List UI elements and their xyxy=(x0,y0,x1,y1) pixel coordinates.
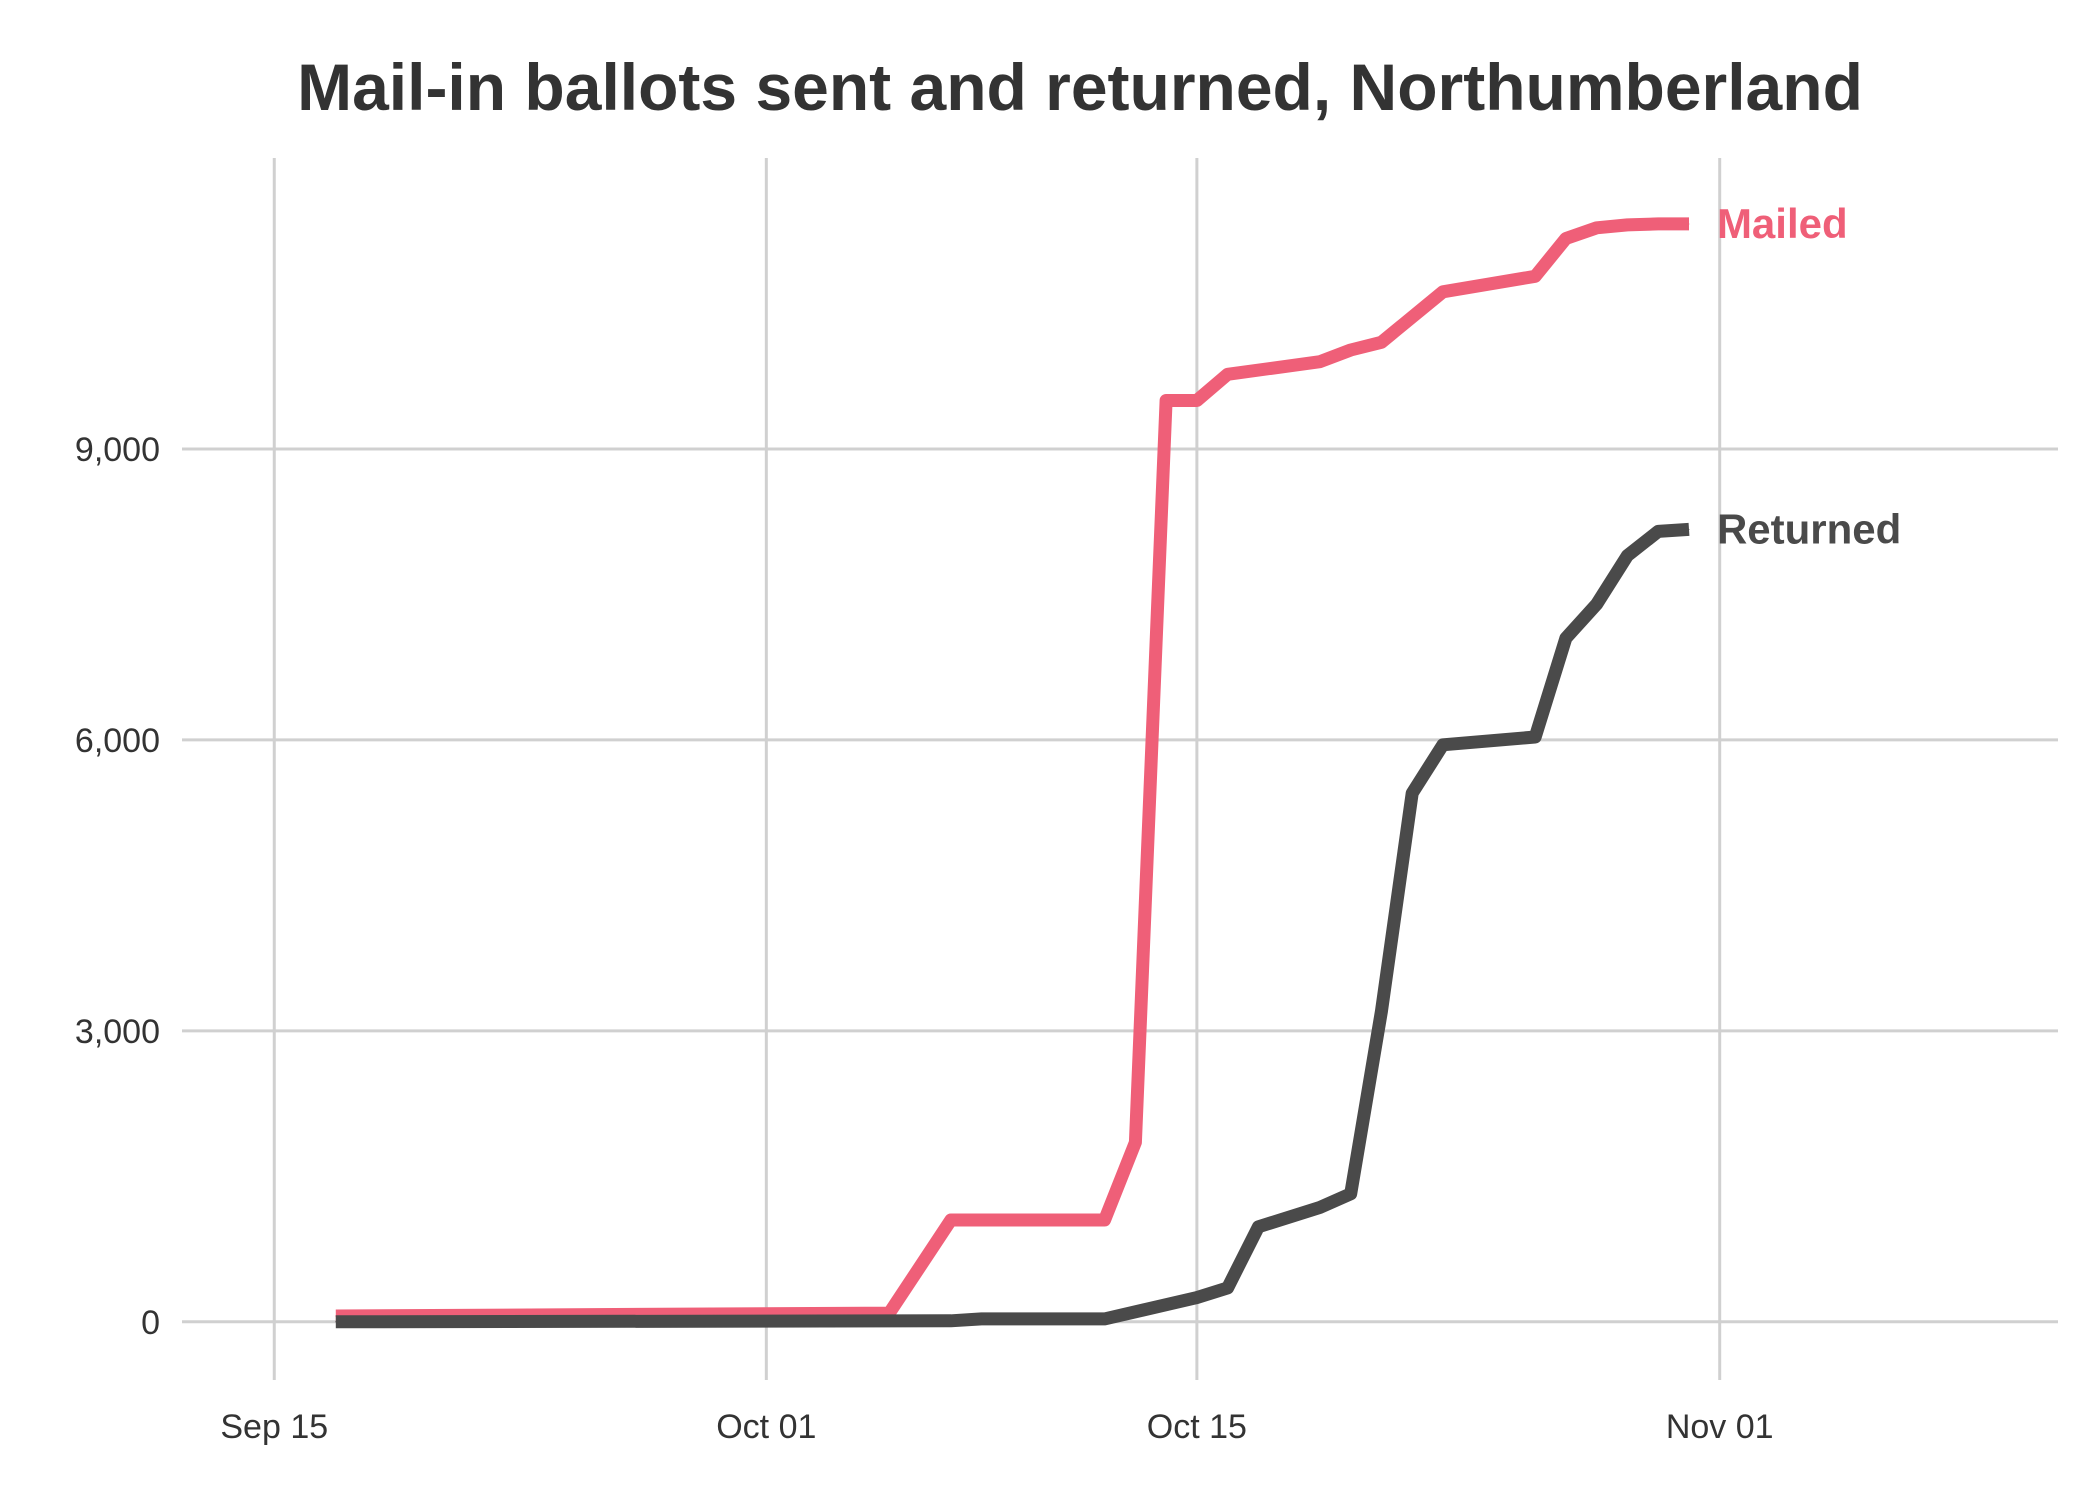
data-point xyxy=(1411,792,1413,794)
y-tick-label: 9,000 xyxy=(75,431,160,469)
data-point xyxy=(1596,603,1598,605)
data-point xyxy=(1380,1010,1382,1012)
data-point xyxy=(1104,1318,1106,1320)
data-point xyxy=(1657,223,1659,225)
x-tick-label: Oct 15 xyxy=(1147,1408,1247,1446)
y-tick-label: 6,000 xyxy=(75,722,160,760)
data-point xyxy=(888,1312,890,1314)
data-point xyxy=(1196,399,1198,401)
series-label-mailed: Mailed xyxy=(1717,200,1848,247)
data-point xyxy=(1534,275,1536,277)
data-point xyxy=(1565,637,1567,639)
data-point xyxy=(981,1318,983,1320)
data-point xyxy=(1227,1287,1229,1289)
x-tick-label: Sep 15 xyxy=(220,1408,328,1446)
data-point xyxy=(1688,528,1690,530)
data-point xyxy=(1350,349,1352,351)
data-point xyxy=(950,1320,952,1322)
data-point xyxy=(1196,1297,1198,1299)
data-point xyxy=(1319,361,1321,363)
data-point xyxy=(1565,237,1567,239)
data-point xyxy=(1596,227,1598,229)
series-line-returned xyxy=(335,522,1690,1329)
x-tick-label: Oct 01 xyxy=(716,1408,816,1446)
data-point xyxy=(1319,1206,1321,1208)
data-point xyxy=(1104,1219,1106,1221)
data-point xyxy=(1657,530,1659,532)
chart-title: Mail-in ballots sent and returned, North… xyxy=(297,50,1863,124)
data-point xyxy=(1257,1226,1259,1228)
data-point xyxy=(950,1219,952,1221)
data-point xyxy=(335,1321,337,1323)
data-point xyxy=(1350,1193,1352,1195)
data-point xyxy=(1442,744,1444,746)
grid xyxy=(182,158,2058,1380)
series-layer: Mailed Returned xyxy=(335,200,1901,1329)
data-point xyxy=(1534,736,1536,738)
y-tick-label: 3,000 xyxy=(75,1013,160,1051)
data-point xyxy=(1165,399,1167,401)
data-point xyxy=(1380,341,1382,343)
data-point xyxy=(1626,555,1628,557)
tick-labels: 0 3,000 6,000 9,000 Sep 15 Oct 01 Oct 15 Nov 01 xyxy=(75,431,1774,1446)
series-mailed: Mailed xyxy=(335,200,1848,1323)
data-point xyxy=(1626,224,1628,226)
data-point xyxy=(1227,373,1229,375)
x-tick-label: Nov 01 xyxy=(1666,1408,1774,1446)
data-point xyxy=(1134,1141,1136,1143)
data-point xyxy=(1442,291,1444,293)
series-line-mailed xyxy=(335,217,1689,1323)
series-label-returned: Returned xyxy=(1717,505,1901,552)
y-tick-label: 0 xyxy=(141,1304,160,1342)
series-returned: Returned xyxy=(335,505,1901,1329)
data-point xyxy=(1688,223,1690,225)
